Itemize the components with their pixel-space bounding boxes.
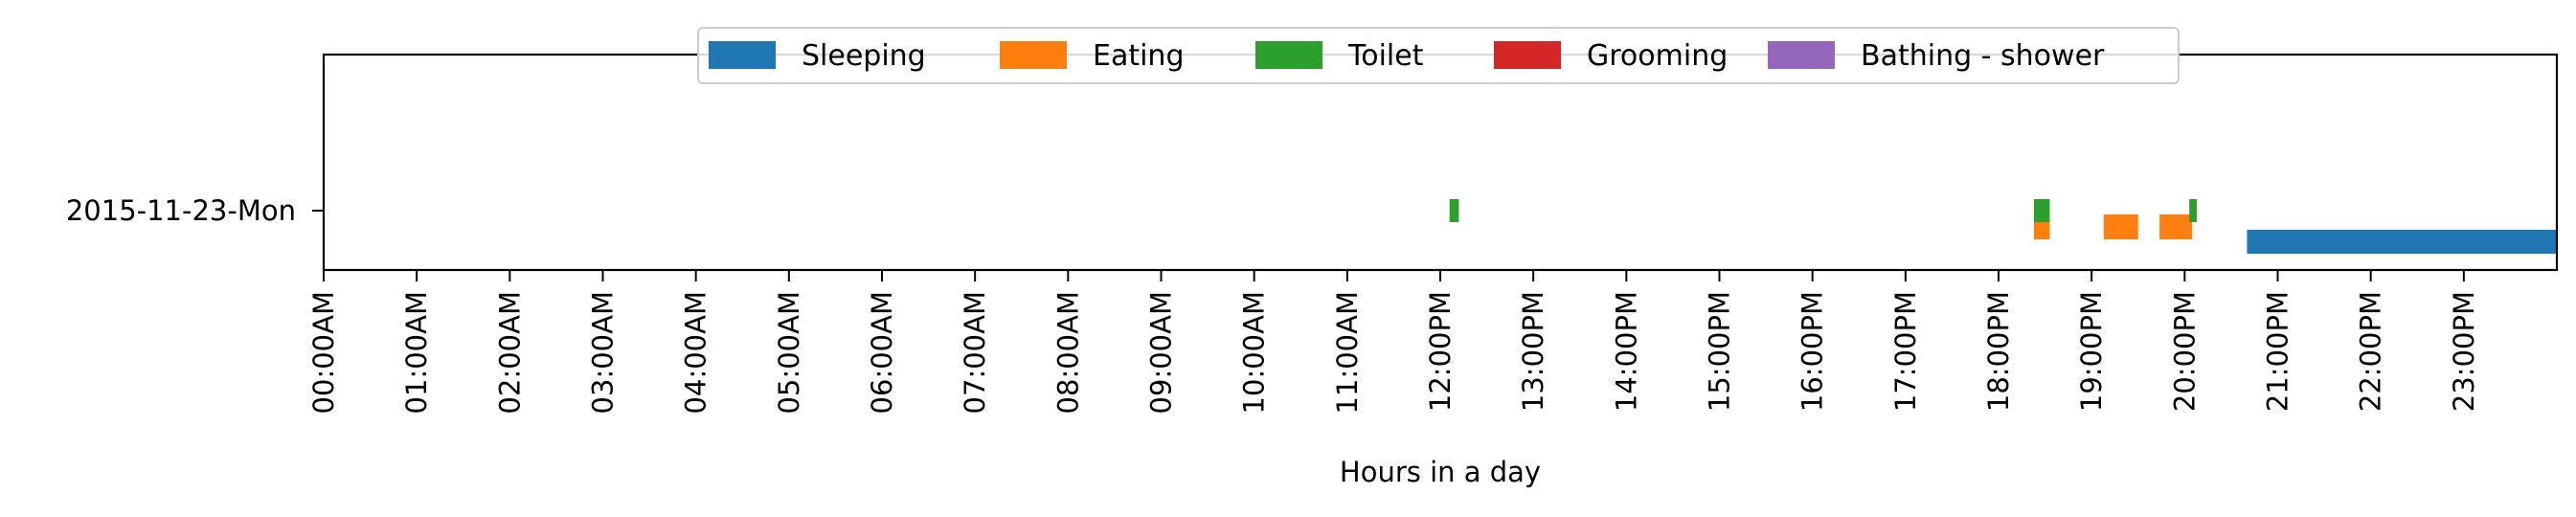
bars-layer bbox=[1449, 199, 2557, 254]
plot-frame bbox=[322, 53, 2559, 272]
x-tick-label: 08:00AM bbox=[1051, 291, 1084, 414]
y-tick-label: 2015-11-23-Mon bbox=[66, 194, 296, 227]
bar-toilet-0 bbox=[1449, 199, 1459, 222]
legend-item-sleeping: Sleeping bbox=[709, 39, 926, 73]
bar-sleeping-0 bbox=[2247, 230, 2557, 254]
x-tick-label: 15:00PM bbox=[1704, 291, 1736, 412]
legend-item-eating: Eating bbox=[1000, 39, 1185, 73]
x-tick-label: 13:00PM bbox=[1517, 291, 1549, 412]
legend-item-bathing-shower: Bathing - shower bbox=[1768, 39, 2105, 73]
legend: Sleeping Eating Toilet Grooming Bathing - sh… bbox=[697, 27, 2180, 84]
legend-label: Toilet bbox=[1347, 39, 1424, 73]
x-tick-label: 04:00AM bbox=[680, 291, 712, 414]
x-tick-label: 18:00PM bbox=[1982, 291, 2015, 412]
x-tick-label: 07:00AM bbox=[959, 291, 991, 414]
x-tick-label: 03:00AM bbox=[587, 291, 620, 414]
x-tick-label: 19:00PM bbox=[2075, 291, 2108, 412]
legend-label: Grooming bbox=[1587, 39, 1728, 73]
x-tick-label: 17:00PM bbox=[1889, 291, 1922, 412]
legend-swatch bbox=[1255, 41, 1322, 69]
x-tick-label: 21:00PM bbox=[2262, 291, 2294, 412]
x-tick-label: 22:00PM bbox=[2355, 291, 2387, 412]
x-tick-label: 23:00PM bbox=[2448, 291, 2480, 412]
x-tick-label: 14:00PM bbox=[1610, 291, 1642, 412]
x-axis-label: Hours in a day bbox=[1340, 456, 1541, 488]
x-tick-label: 09:00AM bbox=[1145, 291, 1178, 414]
bar-eating-1 bbox=[2103, 214, 2138, 239]
legend-swatch bbox=[1494, 41, 1561, 69]
bar-toilet-1 bbox=[2033, 199, 2050, 222]
x-tick-label: 12:00PM bbox=[1424, 291, 1457, 412]
legend-swatch bbox=[1000, 41, 1067, 69]
legend-item-toilet: Toilet bbox=[1255, 39, 1424, 73]
bar-eating-2 bbox=[2159, 214, 2193, 239]
x-tick-label: 06:00AM bbox=[866, 291, 898, 414]
y-axis: 2015-11-23-Mon bbox=[66, 194, 324, 227]
x-tick-label: 02:00AM bbox=[493, 291, 526, 414]
x-axis: 00:00AM 01:00AM 02:00AM 03:00AM 04:00AM 05:00… bbox=[307, 270, 2480, 414]
x-tick-label: 01:00AM bbox=[400, 291, 433, 414]
x-tick-label: 16:00PM bbox=[1796, 291, 1829, 412]
legend-swatch bbox=[709, 41, 776, 69]
legend-label: Bathing - shower bbox=[1861, 39, 2105, 73]
legend-item-grooming: Grooming bbox=[1494, 39, 1728, 73]
legend-swatch bbox=[1768, 41, 1835, 69]
x-tick-label: 10:00AM bbox=[1238, 291, 1271, 414]
legend-label: Eating bbox=[1093, 39, 1185, 73]
x-tick-label: 05:00AM bbox=[773, 291, 805, 414]
x-tick-label: 00:00AM bbox=[307, 291, 340, 414]
legend-label: Sleeping bbox=[802, 39, 926, 73]
x-tick-label: 20:00PM bbox=[2168, 291, 2201, 412]
x-tick-label: 11:00AM bbox=[1331, 291, 1364, 414]
bar-toilet-2 bbox=[2189, 199, 2197, 222]
